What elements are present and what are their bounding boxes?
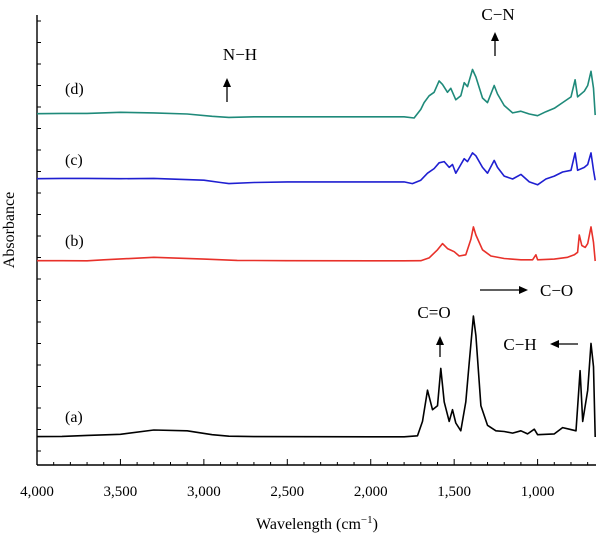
- series-line-b: [37, 226, 596, 262]
- y-axis: [36, 15, 41, 465]
- annotation-label: C−H: [503, 335, 536, 354]
- x-tick-label: 4,000: [20, 484, 54, 500]
- annotation-label: N−H: [223, 45, 257, 64]
- series-line-c: [36, 152, 596, 186]
- x-tick-label: 3,500: [104, 484, 138, 500]
- arrow-head: [223, 78, 231, 87]
- x-axis-title-sup: −1: [361, 514, 373, 526]
- curve-label-b: (b): [65, 233, 84, 250]
- arrow-head: [491, 32, 499, 41]
- x-axis-title-main: Wavelength (cm: [256, 516, 361, 533]
- series-group: [36, 68, 596, 438]
- curve-label-d: (d): [65, 81, 84, 98]
- x-tick-label: 2,500: [270, 484, 304, 500]
- x-axis-title: Wavelength (cm−1): [256, 514, 378, 533]
- annotations: N−H C−N C=O C−O C−H: [223, 5, 578, 357]
- x-tick-label: 1,500: [437, 484, 471, 500]
- curve-label-c: (c): [65, 152, 83, 169]
- arrow-head: [436, 336, 444, 345]
- series-line-a: [36, 315, 596, 438]
- x-tick-label: 1,000: [521, 484, 555, 500]
- curve-label-a: (a): [65, 409, 83, 426]
- annotation-label: C=O: [417, 303, 450, 322]
- x-axis-title-close: ): [373, 516, 378, 533]
- x-axis: 4,000 3,500 3,000 2,500 2,000 1,500 1,000: [20, 459, 596, 500]
- x-tick-label: 3,000: [187, 484, 221, 500]
- y-axis-title: Absorbance: [1, 192, 18, 268]
- arrow-head: [519, 286, 528, 294]
- curve-labels: (a) (b) (c) (d): [65, 81, 84, 426]
- arrow-head: [550, 340, 559, 348]
- annotation-label: C−N: [481, 5, 514, 24]
- x-tick-label: 2,000: [354, 484, 388, 500]
- series-line-d: [36, 68, 596, 119]
- annotation-label: C−O: [540, 281, 573, 300]
